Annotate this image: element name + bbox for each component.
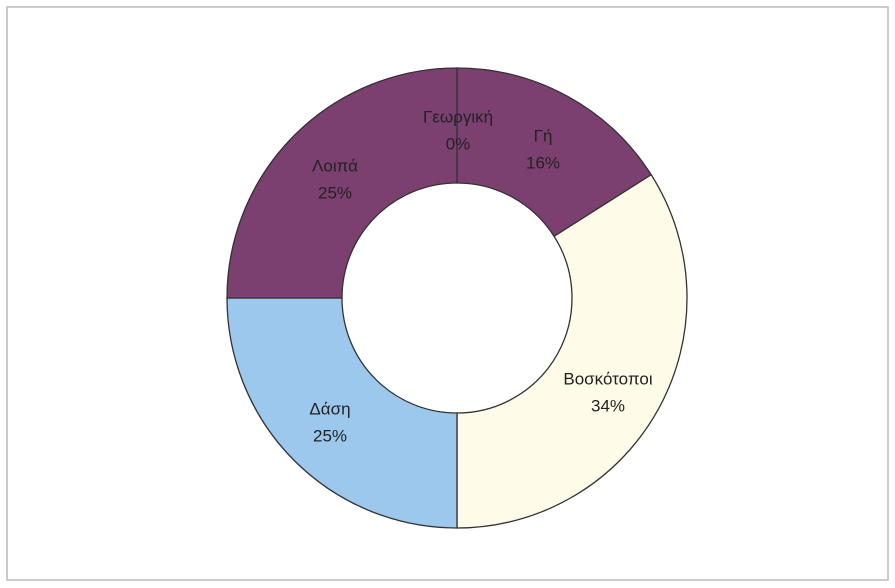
slice-label: Γεωργική <box>423 107 493 126</box>
slice <box>226 67 458 299</box>
labels: Γεωργική 0% Γή 16% Βοσκότοποι 34% Δάση 25% Λοιπά… <box>309 107 652 445</box>
slice-label: Λοιπά <box>312 156 358 175</box>
donut <box>226 67 688 529</box>
slice <box>456 67 653 238</box>
slice-label: Δάση <box>309 399 350 418</box>
slice-label: Βοσκότοποι <box>563 369 652 388</box>
slice-value-label: 25% <box>318 183 352 202</box>
slice <box>456 173 688 529</box>
slice <box>226 297 458 529</box>
slice-value-label: 34% <box>591 396 625 415</box>
slice-value-label: 25% <box>313 426 347 445</box>
slice-value-label: 16% <box>526 153 560 172</box>
slice-label: Γή <box>534 126 553 145</box>
slice-value-label: 0% <box>446 134 471 153</box>
